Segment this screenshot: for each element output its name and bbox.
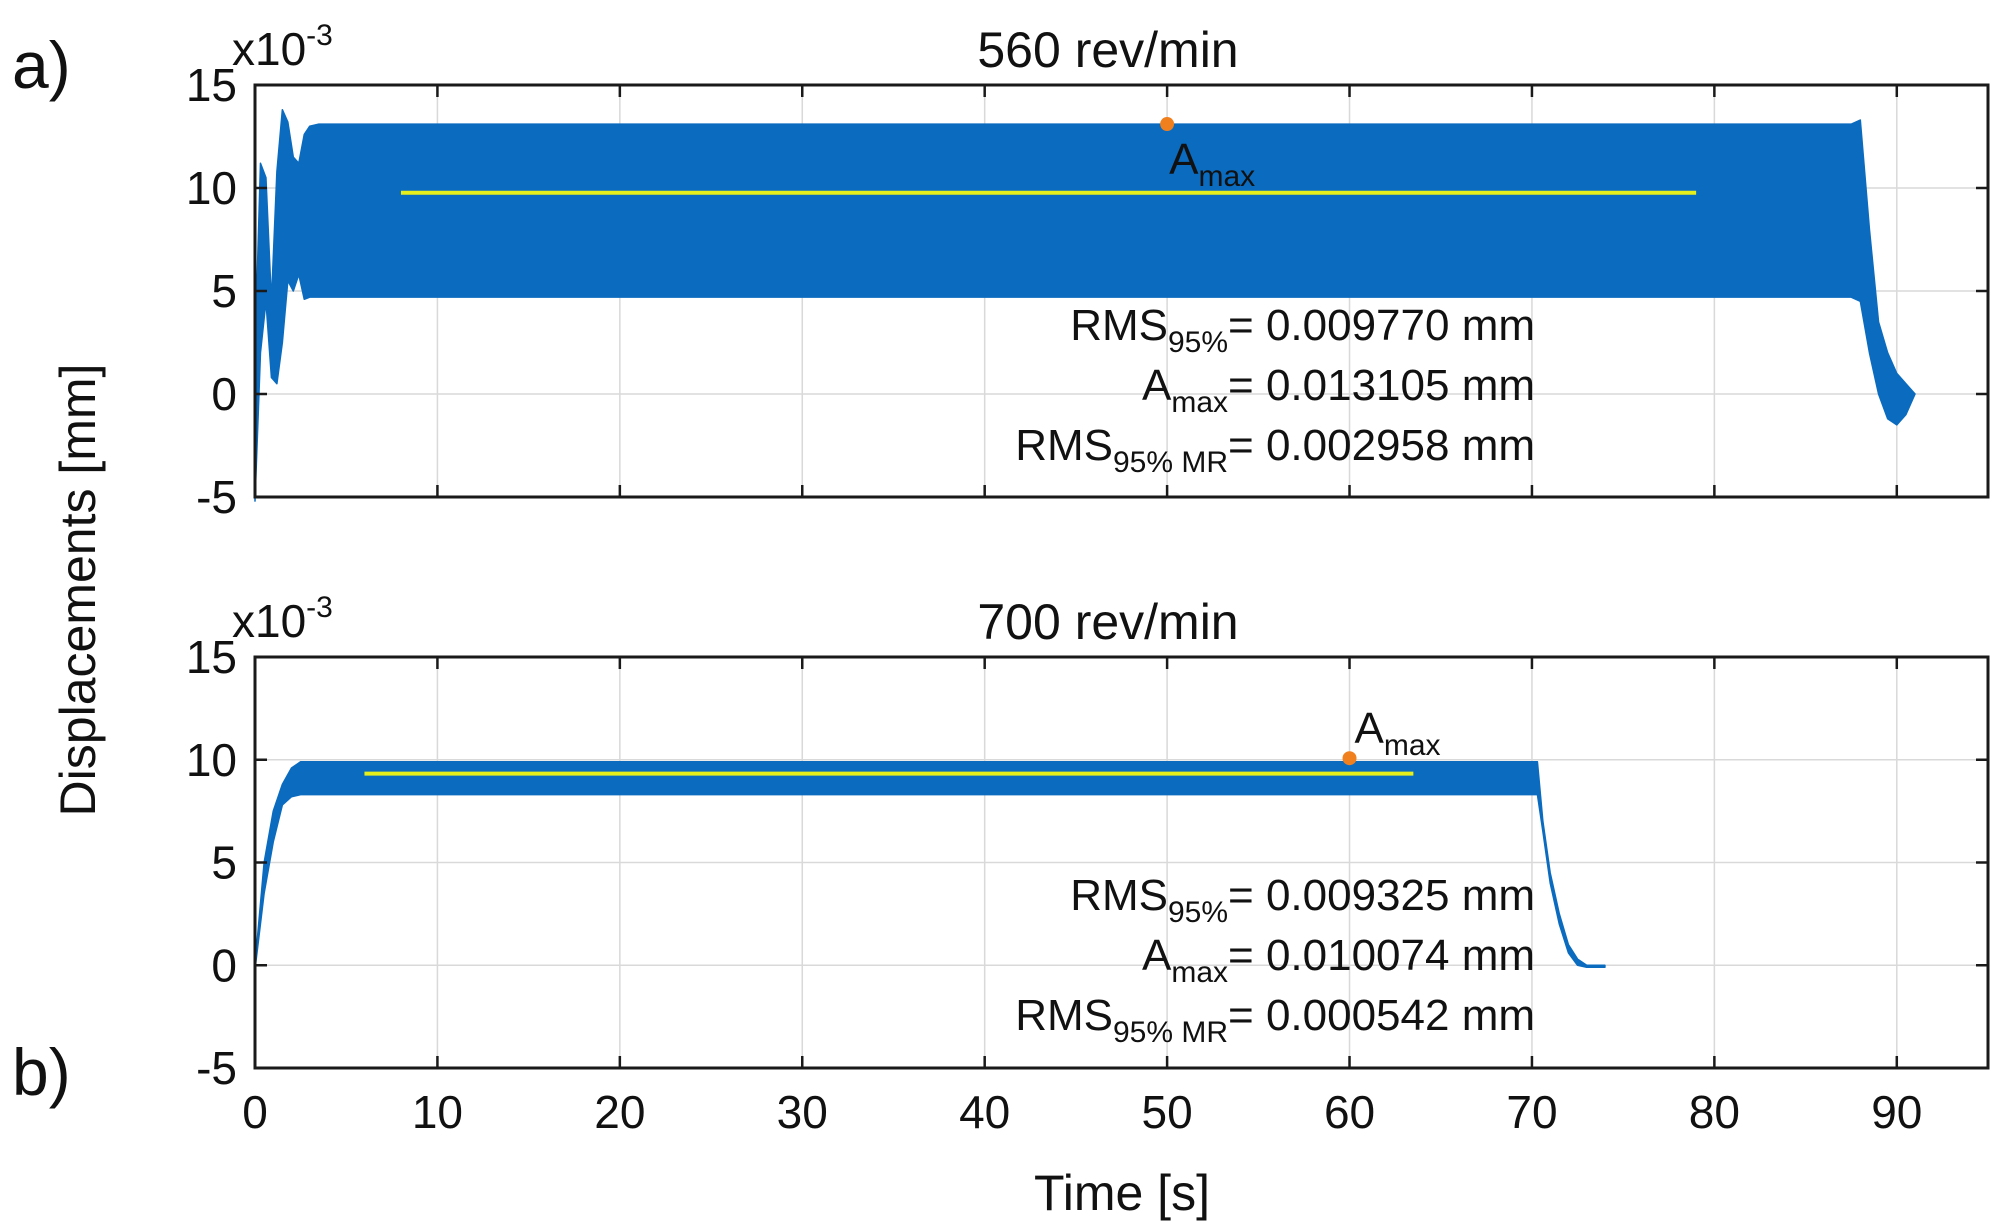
y-tick-label: 0 xyxy=(211,939,237,991)
x-tick-label: 10 xyxy=(412,1086,463,1138)
stat-annotation: Amax= 0.013105 mm xyxy=(1142,361,1535,419)
x-tick-label: 0 xyxy=(242,1086,268,1138)
y-tick-label: -5 xyxy=(196,1042,237,1094)
y-tick-label: 15 xyxy=(186,59,237,111)
x-tick-label: 70 xyxy=(1506,1086,1557,1138)
x-tick-label: 50 xyxy=(1142,1086,1193,1138)
y-exponent-label: x10-3 xyxy=(232,591,333,647)
y-tick-label: 10 xyxy=(186,734,237,786)
amax-label: Amax xyxy=(1169,135,1255,193)
y-tick-label: 5 xyxy=(211,837,237,889)
x-tick-label: 40 xyxy=(959,1086,1010,1138)
panel-label: b) xyxy=(12,1035,71,1109)
y-tick-label: -5 xyxy=(196,471,237,523)
amax-marker xyxy=(1342,751,1357,766)
y-tick-label: 5 xyxy=(211,265,237,317)
stat-annotation: RMS95%= 0.009325 mm xyxy=(1070,871,1535,929)
panel-label: a) xyxy=(12,28,71,102)
y-tick-label: 0 xyxy=(211,368,237,420)
x-tick-label: 60 xyxy=(1324,1086,1375,1138)
signal-envelope xyxy=(254,761,1606,971)
y-tick-label: 15 xyxy=(186,631,237,683)
y-exponent-label: x10-3 xyxy=(232,19,333,75)
chart-title: 700 rev/min xyxy=(977,594,1238,650)
x-tick-label: 20 xyxy=(594,1086,645,1138)
panel-a-560-rpm: Amax 15 10 5 0 -5 x10-3 560 rev/min a) RMS95%= 0.… xyxy=(12,19,1990,523)
x-axis-label: Time [s] xyxy=(1034,1165,1210,1221)
amax-label: Amax xyxy=(1355,704,1441,762)
stat-annotation: RMS95% MR= 0.000542 mm xyxy=(1015,991,1535,1049)
stat-annotation: Amax= 0.010074 mm xyxy=(1142,931,1535,989)
x-tick-label: 90 xyxy=(1871,1086,1922,1138)
amax-marker xyxy=(1160,117,1175,132)
chart-title: 560 rev/min xyxy=(977,22,1238,78)
x-tick-label: 30 xyxy=(777,1086,828,1138)
signal-envelope xyxy=(254,108,1916,502)
y-axis-label: Displacements [mm] xyxy=(50,364,106,817)
stat-annotation: RMS95% MR= 0.002958 mm xyxy=(1015,421,1535,479)
x-tick-label: 80 xyxy=(1689,1086,1740,1138)
stat-annotation: RMS95%= 0.009770 mm xyxy=(1070,301,1535,359)
y-tick-label: 10 xyxy=(186,162,237,214)
